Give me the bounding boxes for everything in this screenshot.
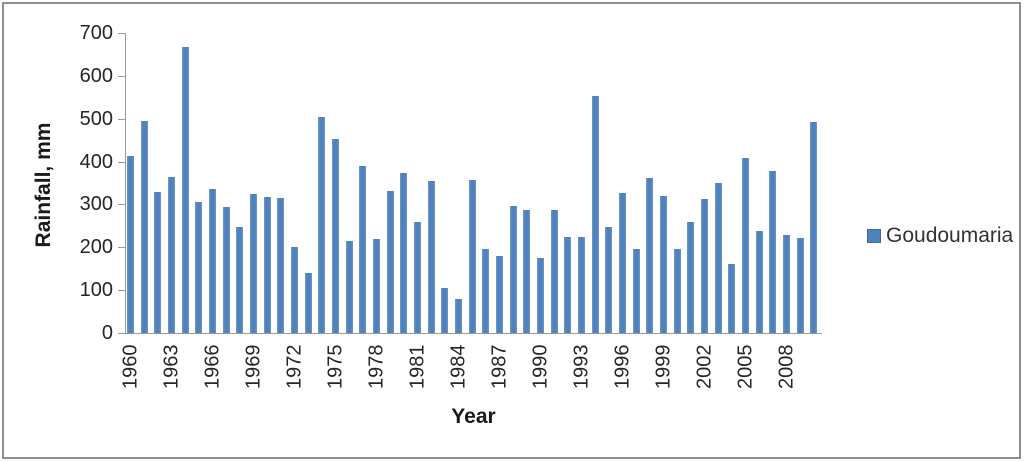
bar-1994 <box>591 95 599 333</box>
bar-1974 <box>318 117 326 333</box>
bar-1983 <box>441 288 449 333</box>
y-tick-label-100: 100 <box>79 279 113 302</box>
bar-1992 <box>564 237 572 333</box>
x-tick-label-2002: 2002 <box>693 344 715 390</box>
bar-1982 <box>427 180 435 333</box>
y-tick-label-400: 400 <box>79 150 113 173</box>
bar-1979 <box>386 191 394 333</box>
bar-1971 <box>277 198 285 333</box>
y-tick-mark-400 <box>118 161 125 163</box>
bar-1987 <box>496 255 503 333</box>
legend-label: Goudoumaria <box>886 224 1014 247</box>
bar-1998 <box>646 178 654 333</box>
y-tick-label-300: 300 <box>79 193 113 216</box>
bar-1990 <box>537 258 544 333</box>
x-tick-label-1969: 1969 <box>242 344 264 390</box>
bar-1995 <box>605 227 613 333</box>
y-tick-mark-200 <box>118 247 125 249</box>
y-tick-label-700: 700 <box>79 22 113 44</box>
y-tick-mark-600 <box>118 75 125 77</box>
y-tick-label-500: 500 <box>79 107 113 130</box>
bar-1999 <box>660 196 667 333</box>
y-tick-label-200: 200 <box>79 236 113 259</box>
bar-2010 <box>810 122 818 333</box>
x-tick-label-1978: 1978 <box>365 344 387 390</box>
y-axis-title: Rainfall, mm <box>32 122 55 248</box>
bar-2009 <box>796 237 804 333</box>
bar-2007 <box>769 171 777 333</box>
x-tick-label-2008: 2008 <box>775 344 797 390</box>
bar-1975 <box>332 139 339 333</box>
bar-1963 <box>168 177 175 333</box>
bar-1967 <box>222 207 230 333</box>
bar-1962 <box>154 191 162 333</box>
bar-2001 <box>687 221 695 333</box>
bar-1988 <box>509 205 517 333</box>
bar-2005 <box>742 158 749 333</box>
x-tick-label-1990: 1990 <box>529 344 551 390</box>
bar-2004 <box>728 264 736 333</box>
bar-1960 <box>127 156 134 333</box>
x-tick-label-1981: 1981 <box>406 344 428 390</box>
bar-1961 <box>140 121 148 333</box>
bar-1970 <box>263 197 271 333</box>
x-axis-title: Year <box>451 405 496 428</box>
legend-color-swatch-icon <box>867 229 881 243</box>
bar-1980 <box>400 172 408 333</box>
bar-1978 <box>373 239 380 333</box>
bar-1976 <box>345 240 353 333</box>
bar-1991 <box>550 210 558 333</box>
legend: Goudoumaria <box>867 224 1013 248</box>
bar-1981 <box>414 222 421 333</box>
bar-1989 <box>523 210 531 333</box>
x-tick-label-1960: 1960 <box>119 344 141 390</box>
x-tick-label-1975: 1975 <box>324 344 346 390</box>
bar-1964 <box>181 46 189 333</box>
bar-2002 <box>701 199 708 333</box>
y-tick-label-600: 600 <box>79 64 113 87</box>
y-tick-mark-500 <box>118 118 125 120</box>
x-tick-label-1993: 1993 <box>570 344 592 390</box>
bar-1993 <box>578 237 585 333</box>
bar-1986 <box>482 249 490 333</box>
bar-1977 <box>359 166 367 333</box>
bar-1985 <box>468 179 476 333</box>
x-tick-label-1963: 1963 <box>160 344 182 390</box>
y-tick-label-0: 0 <box>101 322 113 344</box>
bar-1984 <box>455 299 462 333</box>
bar-1966 <box>209 189 216 333</box>
bar-1968 <box>236 226 244 333</box>
bar-1997 <box>632 249 640 333</box>
x-tick-label-1999: 1999 <box>652 344 674 390</box>
bar-2008 <box>783 234 790 333</box>
bar-1965 <box>195 201 203 333</box>
bar-1972 <box>291 247 298 333</box>
y-axis-line <box>125 33 126 333</box>
bar-2006 <box>755 231 763 333</box>
x-tick-label-1987: 1987 <box>488 344 510 390</box>
x-tick-label-1972: 1972 <box>283 344 305 390</box>
bar-1996 <box>619 193 626 333</box>
y-tick-mark-700 <box>118 33 125 34</box>
x-tick-label-1984: 1984 <box>447 344 469 390</box>
bar-1969 <box>250 193 257 333</box>
bar-1973 <box>304 273 312 333</box>
x-axis-line <box>118 333 822 334</box>
bar-2000 <box>673 249 681 333</box>
x-tick-label-2005: 2005 <box>734 344 756 390</box>
x-tick-label-1996: 1996 <box>611 344 633 390</box>
x-tick-label-1966: 1966 <box>201 344 223 390</box>
y-tick-mark-300 <box>118 204 125 206</box>
y-tick-mark-100 <box>118 290 125 292</box>
bar-2003 <box>714 183 722 333</box>
